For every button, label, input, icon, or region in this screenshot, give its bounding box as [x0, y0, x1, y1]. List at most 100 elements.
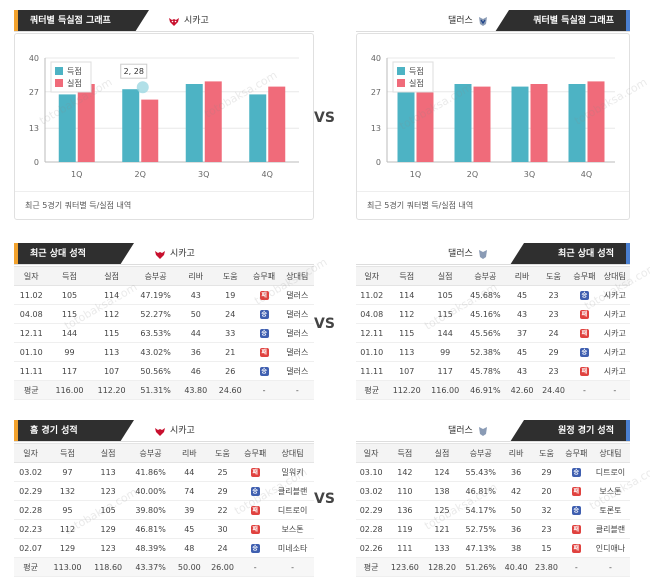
table-cell: 42 [500, 481, 532, 501]
bar-scored [58, 94, 76, 162]
bulls-logo-icon [169, 18, 179, 26]
table-cell: 36 [178, 342, 214, 362]
table-cell: 29 [531, 462, 562, 482]
table-cell: 115 [425, 304, 465, 324]
recent-left-title: 최근 상대 성적 [14, 243, 134, 265]
table-cell: 23 [537, 285, 570, 305]
hover-marker [136, 81, 149, 94]
table-cell: 시카고 [599, 304, 630, 324]
table-cell: 36 [500, 462, 532, 482]
table-cell: 142 [386, 462, 424, 482]
y-tick-label: 0 [34, 158, 39, 167]
table-cell: 03.10 [356, 462, 387, 482]
legend-label-scored: 득점 [409, 66, 424, 76]
table-cell: 승 [239, 481, 272, 501]
bar-allowed [204, 81, 222, 162]
y-tick-label: 40 [29, 54, 39, 63]
y-tick-label: 40 [371, 54, 381, 63]
average-cell: 51.26% [460, 557, 501, 577]
recent-right-header: 댈러스 최근 상대 성적 [356, 243, 630, 265]
table-row: 11.02 105 114 47.19% 43 19 패 댈러스 [14, 285, 314, 305]
table-cell: 21 [213, 342, 248, 362]
table-cell: 댈러스 [280, 285, 314, 305]
win-badge: 승 [259, 367, 269, 376]
table-cell: 138 [423, 481, 461, 501]
table-cell: 123 [87, 481, 129, 501]
table-cell: 115 [387, 323, 426, 343]
column-header: 승부공 [132, 266, 179, 286]
table-cell: 123 [87, 538, 129, 558]
table-cell: 43 [506, 361, 538, 381]
recent-right-table: 일자 득점 실점 승부공 리바 도움 승무패 상대팀 11.02 114 105 45.68% 45 23… [356, 266, 630, 400]
recent-right-team: 댈러스 [448, 249, 473, 259]
table-cell: 02.28 [356, 519, 387, 539]
table-cell: 50 [178, 304, 214, 324]
table-cell: 45 [506, 285, 538, 305]
column-header: 승무패 [569, 266, 600, 286]
column-header: 도움 [213, 266, 248, 286]
table-cell: 132 [47, 481, 88, 501]
win-badge: 승 [571, 468, 581, 477]
table-header-row: 일자 득점 실점 승부공 리바 도움 승무패 상대팀 [14, 266, 314, 286]
table-cell: 승 [569, 342, 600, 362]
table-cell: 패 [247, 285, 281, 305]
table-cell: 23 [537, 361, 570, 381]
average-row: 평균 113.00 118.60 43.37% 50.00 26.00- - [14, 557, 314, 577]
legend-swatch [55, 67, 63, 75]
table-row: 11.11 117 107 50.56% 46 26 승 댈러스 [14, 361, 314, 381]
table-cell: 112 [90, 304, 133, 324]
average-cell: 평균 [356, 557, 387, 577]
right-chart-card: 40 27 13 0 1Q 2Q 3Q 4Q 득점 실점 최근 5경기 쿼터별 득/실점 내역 [356, 33, 630, 220]
column-header: 승부공 [460, 443, 501, 463]
table-cell: 107 [90, 361, 133, 381]
win-badge: 승 [259, 310, 269, 319]
table-row: 02.07 129 123 48.39% 48 24 승 미네소타 [14, 538, 314, 558]
average-cell: - [271, 557, 314, 577]
table-row: 04.08 112 115 45.16% 43 23 패 시카고 [356, 304, 630, 324]
table-cell: 인디애나 [590, 538, 630, 558]
table-cell: 117 [425, 361, 465, 381]
average-row: 평균 116.00 112.20 51.31% 43.80 24.60- - [14, 380, 314, 400]
table-cell: 113 [90, 342, 133, 362]
table-cell: 43 [178, 285, 214, 305]
left-team-name: 시카고 [184, 16, 209, 26]
table-cell: 승 [247, 323, 281, 343]
table-cell: 32 [531, 500, 562, 520]
table-cell: 패 [239, 500, 272, 520]
table-cell: 45.78% [464, 361, 507, 381]
win-badge: 승 [259, 329, 269, 338]
average-cell: 24.60 [213, 380, 248, 400]
loss-badge: 패 [579, 310, 589, 319]
bar-scored [249, 94, 267, 162]
table-cell: 01.10 [14, 342, 49, 362]
table-row: 03.02 110 138 46.81% 42 20 패 보스톤 [356, 481, 630, 501]
table-cell: 11.11 [356, 361, 388, 381]
x-tick-label: 3Q [524, 170, 535, 179]
average-cell: 43.80 [178, 380, 214, 400]
table-cell: 시카고 [599, 323, 630, 343]
table-cell: 댈러스 [280, 361, 314, 381]
tooltip-box [120, 63, 148, 79]
table-cell: 12.11 [14, 323, 49, 343]
table-cell: 52.27% [132, 304, 179, 324]
table-cell: 55.43% [460, 462, 501, 482]
table-cell: 39.80% [128, 500, 173, 520]
table-cell: 24 [213, 304, 248, 324]
table-cell: 11.11 [14, 361, 49, 381]
average-cell: 113.00 [47, 557, 88, 577]
table-row: 03.02 97 113 41.86% 44 25 패 밀워키 [14, 462, 314, 482]
column-header: 득점 [48, 266, 91, 286]
win-badge: 승 [579, 291, 589, 300]
table-cell: 105 [87, 500, 129, 520]
table-cell: 54.17% [460, 500, 501, 520]
column-header: 실점 [425, 266, 465, 286]
table-cell: 125 [423, 500, 461, 520]
column-header: 승무패 [561, 443, 591, 463]
table-row: 12.11 144 115 63.53% 44 33 승 댈러스 [14, 323, 314, 343]
table-cell: 112 [387, 304, 426, 324]
win-badge: 승 [571, 506, 581, 515]
bar-scored [122, 89, 140, 162]
bar-allowed [268, 86, 286, 162]
table-row: 02.26 111 133 47.13% 38 15 패 인디애나 [356, 538, 630, 558]
